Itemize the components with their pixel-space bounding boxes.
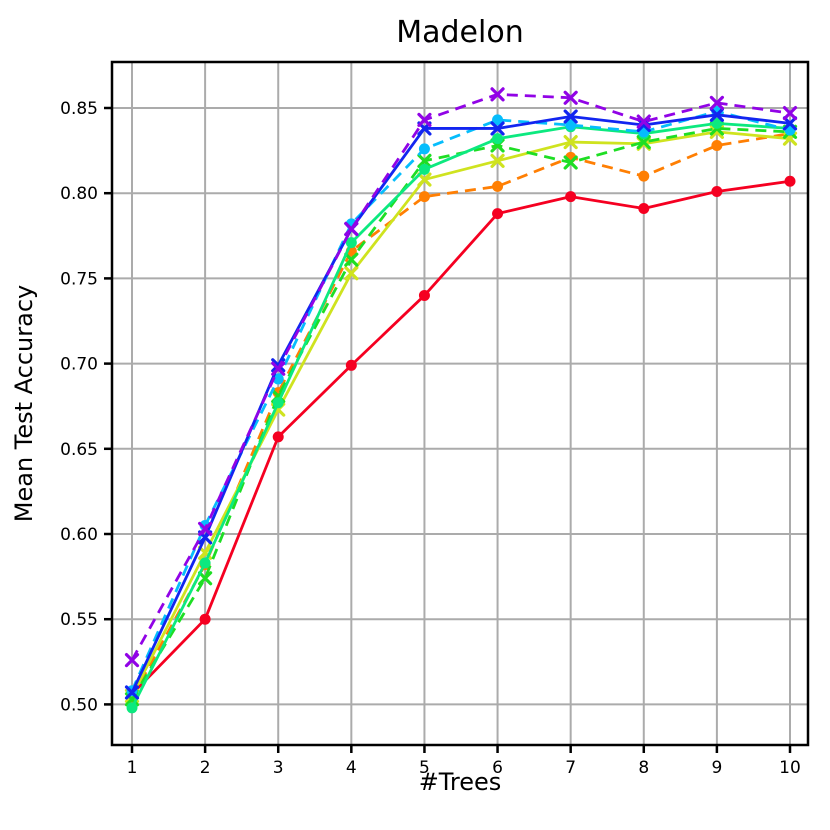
axes-background — [112, 62, 808, 745]
axes-frame — [110, 60, 810, 747]
marker-springgreen-solid-circle — [345, 237, 357, 249]
marker-purple-dashed-x — [709, 95, 724, 110]
marker-red-solid-circle — [784, 175, 796, 187]
marker-cyan-dashed-circle — [418, 143, 430, 155]
x-tick-label: 5 — [419, 758, 430, 778]
y-tick-label: 0.85 — [60, 99, 98, 119]
marker-red-solid-circle — [418, 289, 430, 301]
marker-red-solid-circle — [272, 431, 284, 443]
marker-red-solid-circle — [565, 191, 577, 203]
marker-green-dashed-x — [198, 571, 213, 586]
marker-blue-solid-x — [124, 685, 140, 700]
x-tick-label: 3 — [273, 758, 284, 778]
marker-red-solid-circle — [638, 203, 650, 215]
y-axis-label: Mean Test Accuracy — [10, 285, 38, 522]
series-line-red-solid-circle — [130, 179, 791, 696]
marker-orange-dashed-circle — [418, 191, 430, 203]
marker-orange-dashed-circle — [492, 180, 504, 192]
marker-springgreen-solid-circle — [711, 117, 723, 129]
x-tick-label: 9 — [711, 758, 722, 778]
x-tick-label: 2 — [200, 758, 211, 778]
marker-green-dashed-x — [636, 134, 651, 150]
marker-blue-solid-x — [490, 121, 505, 136]
marker-springgreen-solid-circle — [418, 163, 430, 175]
series-line-orange-dashed-circle — [130, 132, 791, 699]
marker-springgreen-solid-circle — [492, 133, 504, 145]
marker-purple-dashed-x — [563, 90, 578, 105]
marker-cyan-dashed-circle — [492, 114, 504, 126]
y-tick-label: 0.75 — [60, 269, 98, 289]
marker-purple-dashed-x — [198, 521, 213, 536]
x-tick-label: 7 — [565, 758, 576, 778]
y-tick-label: 0.50 — [60, 695, 98, 715]
marker-springgreen-solid-circle — [199, 557, 211, 569]
y-tick-label: 0.65 — [60, 440, 98, 460]
marker-orange-dashed-circle — [638, 170, 650, 182]
y-tick-label: 0.60 — [60, 525, 98, 545]
y-tick-label: 0.70 — [60, 355, 98, 375]
marker-green-dashed-x — [417, 153, 432, 168]
marker-purple-dashed-x — [124, 652, 140, 668]
x-tick-label: 4 — [346, 758, 357, 778]
marker-purple-dashed-x — [490, 87, 505, 102]
chart-title: Madelon — [396, 15, 523, 50]
marker-cyan-dashed-circle — [565, 119, 577, 131]
marker-red-solid-circle — [345, 359, 357, 371]
marker-purple-dashed-x — [636, 114, 651, 129]
marker-red-solid-circle — [711, 185, 723, 197]
marker-cyan-dashed-circle — [272, 373, 284, 385]
marker-springgreen-solid-circle — [272, 397, 284, 409]
y-tick-label: 0.55 — [60, 610, 98, 630]
x-tick-label: 8 — [638, 758, 649, 778]
marker-orange-dashed-circle — [711, 139, 723, 151]
y-tick-label: 0.80 — [60, 184, 98, 204]
x-tick-label: 1 — [127, 758, 138, 778]
marker-blue-solid-x — [563, 109, 578, 124]
marker-blue-solid-x — [709, 107, 724, 122]
marker-purple-dashed-x — [782, 106, 798, 121]
marker-yellow-solid-x — [344, 266, 359, 281]
marker-yellow-solid-x — [490, 153, 505, 168]
x-tick-label: 6 — [492, 758, 503, 778]
marker-purple-dashed-x — [417, 112, 432, 128]
series-line-purple-dashed-x — [130, 92, 791, 661]
marker-purple-dashed-x — [344, 221, 359, 237]
series-line-springgreen-solid-circle — [130, 121, 791, 709]
marker-blue-solid-x — [782, 116, 798, 131]
marker-springgreen-solid-circle — [126, 702, 138, 714]
x-tick-label: 10 — [779, 758, 801, 778]
x-axis-label: #Trees — [419, 768, 502, 796]
marker-red-solid-circle — [199, 613, 211, 625]
marker-green-dashed-x — [563, 155, 578, 170]
marker-yellow-solid-x — [563, 134, 578, 150]
marker-red-solid-circle — [492, 208, 504, 220]
marker-yellow-solid-x — [417, 172, 432, 187]
marker-green-dashed-x — [344, 252, 359, 267]
marker-purple-dashed-x — [271, 361, 286, 376]
